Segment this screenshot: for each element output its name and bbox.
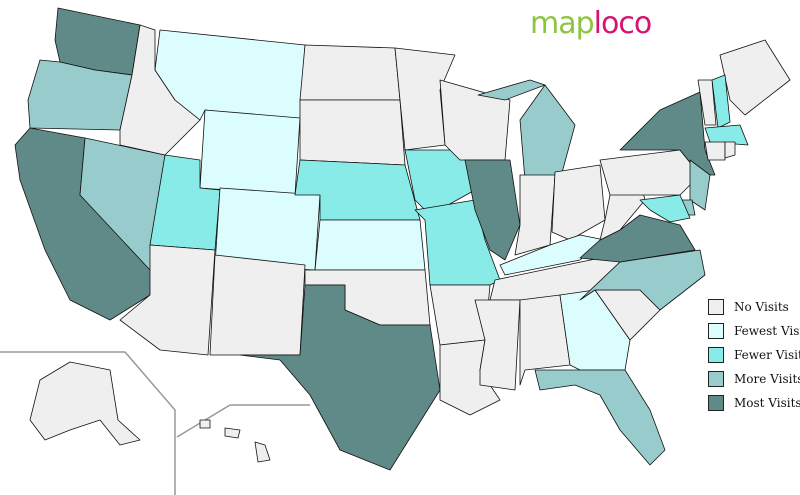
state-oh[interactable] xyxy=(551,164,606,241)
legend-item-most-visits: Most Visits xyxy=(708,391,800,415)
state-hi[interactable] xyxy=(199,419,271,463)
state-mi[interactable] xyxy=(477,79,576,181)
state-vt[interactable] xyxy=(697,79,717,126)
state-nm[interactable] xyxy=(209,254,306,356)
state-wy[interactable] xyxy=(199,109,301,196)
state-nh[interactable] xyxy=(711,74,731,129)
legend: No Visits Fewest Visits Fewer Visits Mor… xyxy=(708,295,800,415)
state-il[interactable] xyxy=(464,159,521,261)
legend-label: Fewer Visits xyxy=(734,348,800,362)
state-sd[interactable] xyxy=(299,99,406,166)
legend-item-fewer-visits: Fewer Visits xyxy=(708,343,800,367)
logo-part-loco: loco xyxy=(593,6,653,41)
legend-swatch xyxy=(708,347,724,363)
state-id[interactable] xyxy=(119,24,201,156)
state-al[interactable] xyxy=(519,294,571,386)
state-nd[interactable] xyxy=(299,44,401,101)
state-fl[interactable] xyxy=(534,369,666,466)
state-in[interactable] xyxy=(514,174,556,256)
state-ri[interactable] xyxy=(724,141,736,159)
state-ak[interactable] xyxy=(29,361,141,446)
state-az[interactable] xyxy=(119,244,216,356)
alaska-inset-border xyxy=(0,351,176,495)
logo-part-map: map xyxy=(530,6,595,41)
state-ny[interactable] xyxy=(619,91,716,176)
legend-swatch xyxy=(708,299,724,315)
legend-swatch xyxy=(708,323,724,339)
legend-label: No Visits xyxy=(734,300,789,314)
legend-label: More Visits xyxy=(734,372,800,386)
legend-label: Fewest Visits xyxy=(734,324,800,338)
state-ct[interactable] xyxy=(704,141,726,161)
legend-item-no-visits: No Visits xyxy=(708,295,800,319)
legend-swatch xyxy=(708,395,724,411)
state-md[interactable] xyxy=(639,194,691,223)
legend-label: Most Visits xyxy=(734,396,800,410)
legend-swatch xyxy=(708,371,724,387)
state-tx[interactable] xyxy=(239,284,441,471)
state-ks[interactable] xyxy=(314,219,426,271)
legend-item-fewest-visits: Fewest Visits xyxy=(708,319,800,343)
legend-item-more-visits: More Visits xyxy=(708,367,800,391)
state-me[interactable] xyxy=(719,39,791,116)
state-ma[interactable] xyxy=(704,124,749,146)
state-nj[interactable] xyxy=(689,159,711,211)
hawaii-inset-border xyxy=(176,404,310,438)
maploco-logo: maploco xyxy=(530,6,653,41)
